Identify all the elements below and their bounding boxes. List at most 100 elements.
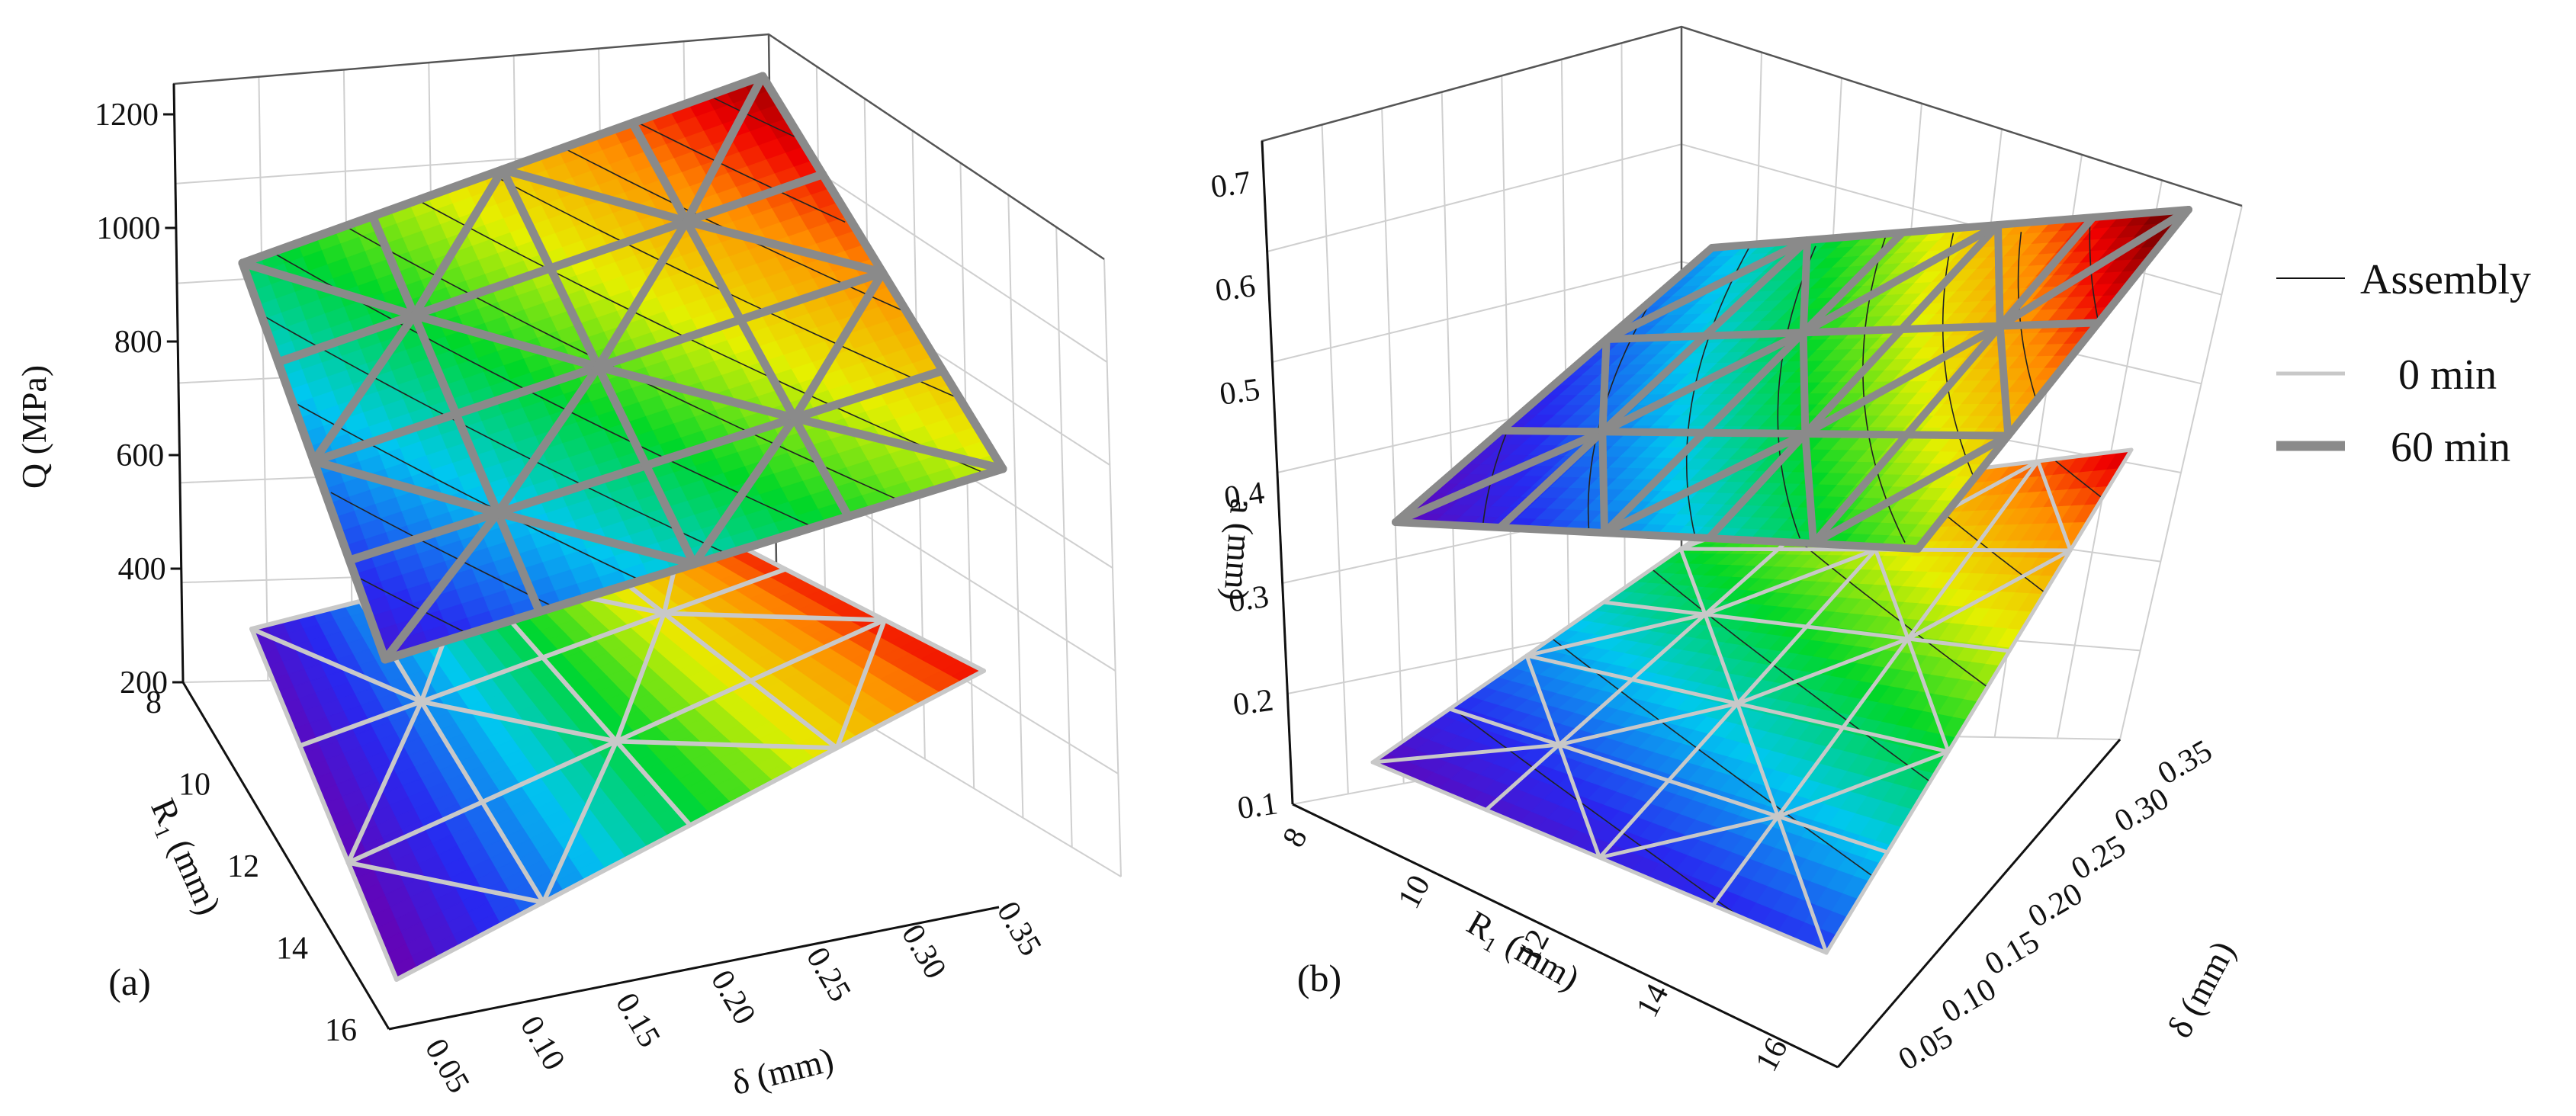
mesh-diagonal xyxy=(689,413,799,569)
mesh-diagonal xyxy=(493,362,602,518)
mesh-diagonal xyxy=(661,611,887,623)
x-tick-label: 16 xyxy=(325,1013,357,1048)
mesh-diagonal xyxy=(1524,612,1707,658)
y-axis-label: δ (mm) xyxy=(2160,935,2243,1044)
mesh-diagonal xyxy=(345,699,424,865)
contour-line xyxy=(262,315,728,555)
x-tick-label: 8 xyxy=(146,685,162,720)
mesh-diagonal xyxy=(1874,547,1910,641)
grid-line xyxy=(258,76,269,681)
mesh-diagonal xyxy=(1524,653,1561,747)
mesh-diagonal xyxy=(1810,431,2012,547)
grid-line xyxy=(1381,108,1405,784)
panel-a: 200 400 600 800 1000 1200 8 10 12 14 16 0.05 0.10 0.1… xyxy=(14,33,1122,1102)
z-tick-label: 0.7 xyxy=(1209,165,1253,205)
mesh-diagonal xyxy=(1598,814,1780,860)
panel-label-a: (a) xyxy=(108,960,151,1003)
mesh-diagonal xyxy=(1906,548,2073,641)
grid-line xyxy=(1007,194,1024,818)
legend-item-0-min: 0 min xyxy=(2276,351,2497,399)
x-axis-label: R₁ (mm) xyxy=(1461,903,1586,997)
mesh-diagonal xyxy=(1678,547,1707,617)
mesh-diagonal xyxy=(419,699,619,744)
legend-item-60-min: 60 min xyxy=(2276,424,2510,471)
mesh-diagonal xyxy=(594,362,799,422)
y-axis-line xyxy=(388,906,1000,1031)
mesh-diagonal xyxy=(1557,701,1739,747)
x-axis-line xyxy=(1292,803,1839,1069)
z-tick-label: 0.3 xyxy=(1226,579,1270,620)
mesh-diagonal xyxy=(614,739,840,751)
contour-line xyxy=(1777,245,1816,539)
mesh-diagonal xyxy=(790,268,887,422)
y-tick-label: 0.20 xyxy=(704,964,763,1031)
mesh-diagonal xyxy=(310,310,419,466)
mesh-diagonal xyxy=(1776,749,1951,819)
mesh-line xyxy=(1601,229,1906,537)
z-axis-line xyxy=(1261,140,1294,805)
y-tick-label: 0.10 xyxy=(513,1010,572,1076)
grid-line xyxy=(1441,91,1460,774)
x-tick-label: 12 xyxy=(227,849,259,884)
legend-label: 60 min xyxy=(2391,424,2510,471)
contour-line xyxy=(1451,707,1736,915)
mesh-diagonal xyxy=(498,165,691,226)
z-axis-label: Q (MPa) xyxy=(14,365,53,489)
y-tick-label: 0.10 xyxy=(1936,972,2003,1031)
contour-line xyxy=(1587,300,1653,531)
mesh-diagonal xyxy=(345,860,546,905)
mesh-diagonal xyxy=(614,611,666,744)
mesh-diagonal xyxy=(541,739,619,905)
surface-60-min xyxy=(1392,206,2192,553)
mesh-line xyxy=(1914,206,2192,553)
contour-line xyxy=(292,401,641,582)
grid-line xyxy=(1272,261,1682,363)
z-tick-label: 0.2 xyxy=(1231,683,1275,723)
mesh-diagonal xyxy=(1906,637,1951,754)
mesh-diagonal xyxy=(1736,637,1910,706)
mesh-line xyxy=(1392,518,1922,553)
mesh-line xyxy=(1602,319,2102,343)
surface-60-min xyxy=(238,72,1007,664)
mesh-diagonal xyxy=(1799,221,2002,337)
grid-line xyxy=(2119,205,2243,740)
y-tick-label: 0.15 xyxy=(1979,924,2045,983)
mesh-diagonal xyxy=(594,216,691,371)
y-tick-label: 0.15 xyxy=(609,987,667,1053)
z-tick-label: 200 xyxy=(120,665,168,701)
mesh-diagonal xyxy=(1801,430,1817,547)
grid-line xyxy=(1055,226,1073,848)
mesh-line xyxy=(628,118,853,521)
contour-line xyxy=(635,120,846,223)
contour-line xyxy=(708,95,795,137)
legend-item-assembly: Assembly xyxy=(2276,256,2531,303)
mesh-line xyxy=(1496,236,1811,531)
mesh-diagonal xyxy=(1801,322,2004,438)
mesh-diagonal xyxy=(1996,206,2192,330)
mesh-line xyxy=(1392,244,1716,526)
panel-label-b: (b) xyxy=(1297,957,1341,999)
z-tick-label: 600 xyxy=(116,438,164,473)
z-tick-label: 0.4 xyxy=(1222,476,1267,516)
mesh-diagonal xyxy=(410,310,602,371)
y-tick-label: 0.25 xyxy=(799,941,858,1008)
contour-line xyxy=(490,173,957,399)
mesh-diagonal xyxy=(682,216,887,277)
y-tick-label: 0.05 xyxy=(1893,1019,1959,1078)
mesh-diagonal xyxy=(1602,236,1811,343)
z-tick-label: 0.6 xyxy=(1213,268,1257,309)
legend: Assembly 0 min 60 min xyxy=(2276,256,2531,471)
mesh-line xyxy=(1601,600,2012,653)
y-axis-line xyxy=(1836,739,2122,1068)
mesh-diagonal xyxy=(1392,428,1607,526)
grid-line xyxy=(1103,258,1122,877)
x-axis-line xyxy=(181,681,390,1030)
mesh-diagonal xyxy=(1557,742,1601,860)
mesh-diagonal xyxy=(1703,547,1877,617)
x-tick-label: 14 xyxy=(276,932,308,967)
contour-line xyxy=(2017,232,2038,401)
contour-line xyxy=(330,492,555,608)
mesh-diagonal xyxy=(1370,742,1561,765)
